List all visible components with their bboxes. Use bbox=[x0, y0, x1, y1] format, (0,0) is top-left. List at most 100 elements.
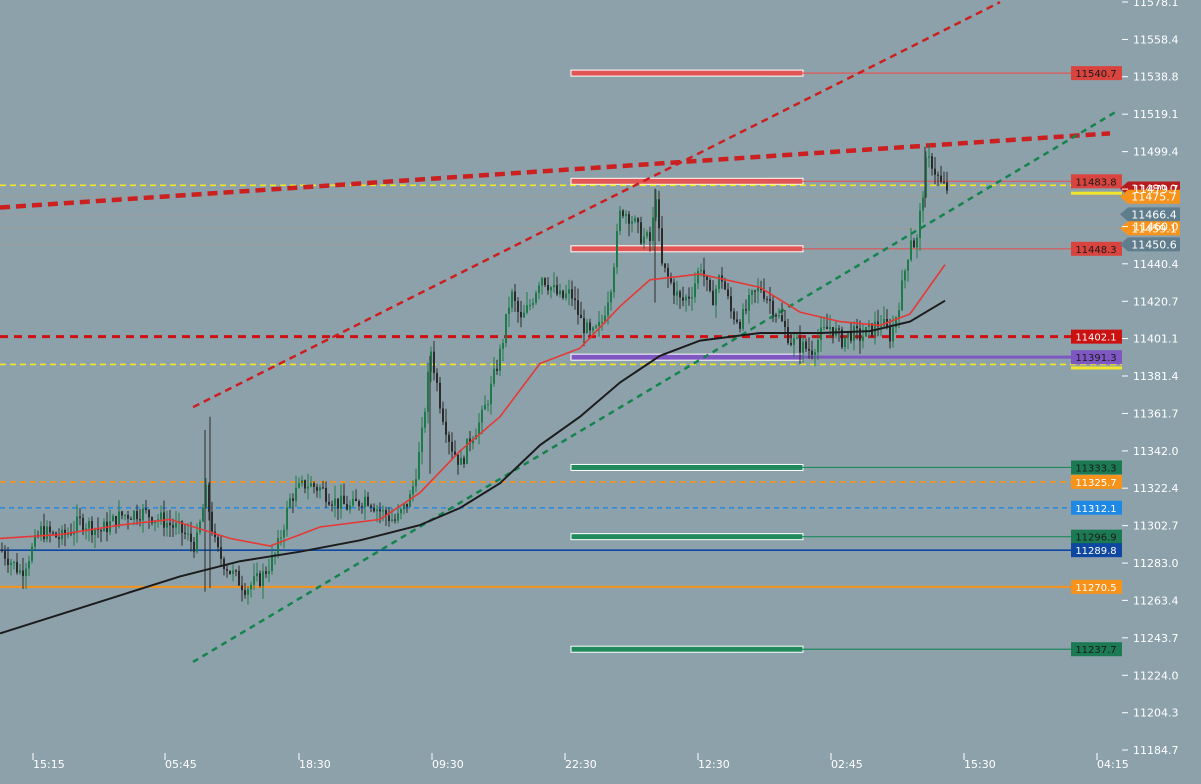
candle-body bbox=[382, 510, 384, 512]
x-tick-label: 02:45 bbox=[831, 758, 863, 771]
candle-body bbox=[688, 296, 690, 299]
candle-body bbox=[625, 214, 627, 216]
candle-body bbox=[280, 537, 282, 539]
red-ascending-trendline bbox=[192, 1, 1001, 409]
candle-body bbox=[907, 259, 909, 271]
candle-body bbox=[259, 573, 261, 587]
candle-body bbox=[304, 480, 306, 489]
candles-layer bbox=[1, 144, 948, 605]
candle-body bbox=[256, 573, 258, 577]
candle-body bbox=[391, 519, 393, 522]
candle-body bbox=[889, 326, 891, 342]
candle-body bbox=[100, 530, 102, 532]
red-resistance-trendline bbox=[0, 131, 1111, 210]
candle-body bbox=[412, 486, 414, 495]
candle-body bbox=[1, 549, 3, 552]
candle-body bbox=[139, 519, 141, 521]
candle-body bbox=[541, 278, 543, 286]
level-tag-bg bbox=[1071, 642, 1122, 657]
candle-body bbox=[85, 528, 87, 531]
candle-body bbox=[127, 515, 129, 519]
candle-body bbox=[664, 263, 666, 268]
candle-body bbox=[439, 382, 441, 409]
candle-body bbox=[388, 515, 390, 522]
candle-body bbox=[301, 480, 303, 484]
candle-body bbox=[400, 509, 402, 514]
x-tick-label: 05:45 bbox=[165, 758, 197, 771]
candle-body bbox=[130, 518, 132, 520]
candle-body bbox=[52, 532, 54, 534]
candle-body bbox=[10, 562, 12, 565]
candle-body bbox=[172, 525, 174, 528]
candle-body bbox=[319, 487, 321, 491]
level-tag-bg bbox=[1071, 350, 1122, 365]
candle-body bbox=[592, 327, 594, 331]
candle-body bbox=[133, 510, 135, 520]
candle-body bbox=[811, 350, 813, 355]
candle-body bbox=[640, 222, 642, 244]
y-tick-label: 11420.7 bbox=[1133, 295, 1179, 308]
candle-body bbox=[499, 348, 501, 371]
y-axis[interactable]: 11578.1 11558.4 11538.8 11519.1 11499.4 11479… bbox=[1122, 0, 1179, 757]
candle-body bbox=[610, 292, 612, 303]
candle-body bbox=[397, 513, 399, 521]
candle-body bbox=[643, 236, 645, 244]
level-tag-bg bbox=[1071, 329, 1122, 344]
candle-body bbox=[190, 533, 192, 542]
candle-body bbox=[448, 434, 450, 442]
candle-body bbox=[913, 240, 915, 248]
candle-body bbox=[535, 292, 537, 303]
x-axis[interactable]: 15:15 05:45 18:30 09:30 22:30 12:30 02:45 15:30… bbox=[32, 753, 1129, 771]
y-tick-label: 11283.0 bbox=[1133, 557, 1179, 570]
candle-body bbox=[718, 275, 720, 289]
candle-body bbox=[196, 532, 198, 552]
y-tick-label: 11578.1 bbox=[1133, 0, 1179, 9]
candle-body bbox=[712, 290, 714, 306]
candle-body bbox=[832, 327, 834, 336]
horizontal-levels-layer bbox=[0, 72, 1122, 650]
candle-body bbox=[118, 511, 120, 527]
candle-body bbox=[796, 337, 798, 339]
candle-body bbox=[250, 584, 252, 590]
level-tag-label: 11270.5 bbox=[1075, 583, 1116, 594]
candle-body bbox=[652, 217, 654, 242]
slow-moving-average bbox=[0, 299, 946, 635]
candle-body bbox=[829, 327, 831, 330]
level-tag-bg bbox=[1071, 460, 1122, 475]
candle-body bbox=[76, 516, 78, 532]
candle-body bbox=[4, 551, 6, 559]
level-tag-bg bbox=[1071, 241, 1122, 256]
level-tag-bg bbox=[1071, 529, 1122, 544]
y-tick-label: 11361.7 bbox=[1133, 407, 1179, 420]
candle-body bbox=[313, 483, 315, 487]
candle-body bbox=[367, 496, 369, 506]
y-tick-label: 11401.1 bbox=[1133, 333, 1179, 346]
y-tick-label: 11558.4 bbox=[1133, 33, 1179, 46]
candle-body bbox=[826, 326, 828, 330]
candle-body bbox=[472, 439, 474, 444]
candle-body bbox=[514, 291, 516, 302]
candle-body bbox=[544, 278, 546, 285]
x-tick-label: 09:30 bbox=[432, 758, 464, 771]
candle-body bbox=[337, 498, 339, 509]
candle-body bbox=[253, 576, 255, 585]
candle-body bbox=[934, 168, 936, 175]
candle-body bbox=[847, 331, 849, 338]
candle-body bbox=[910, 240, 912, 260]
candle-body bbox=[538, 285, 540, 293]
candle-body bbox=[685, 296, 687, 301]
candle-body bbox=[436, 372, 438, 383]
candle-body bbox=[937, 174, 939, 176]
candle-body bbox=[505, 313, 507, 344]
candle-body bbox=[724, 281, 726, 290]
candle-body bbox=[352, 498, 354, 506]
candle-body bbox=[931, 156, 933, 169]
candle-body bbox=[157, 519, 159, 521]
y-tick-label: 11302.7 bbox=[1133, 520, 1179, 533]
y-tick-label: 11460.0 bbox=[1133, 221, 1179, 234]
candle-body bbox=[358, 501, 360, 507]
y-tick-label: 11263.4 bbox=[1133, 594, 1179, 607]
candle-body bbox=[310, 483, 312, 487]
